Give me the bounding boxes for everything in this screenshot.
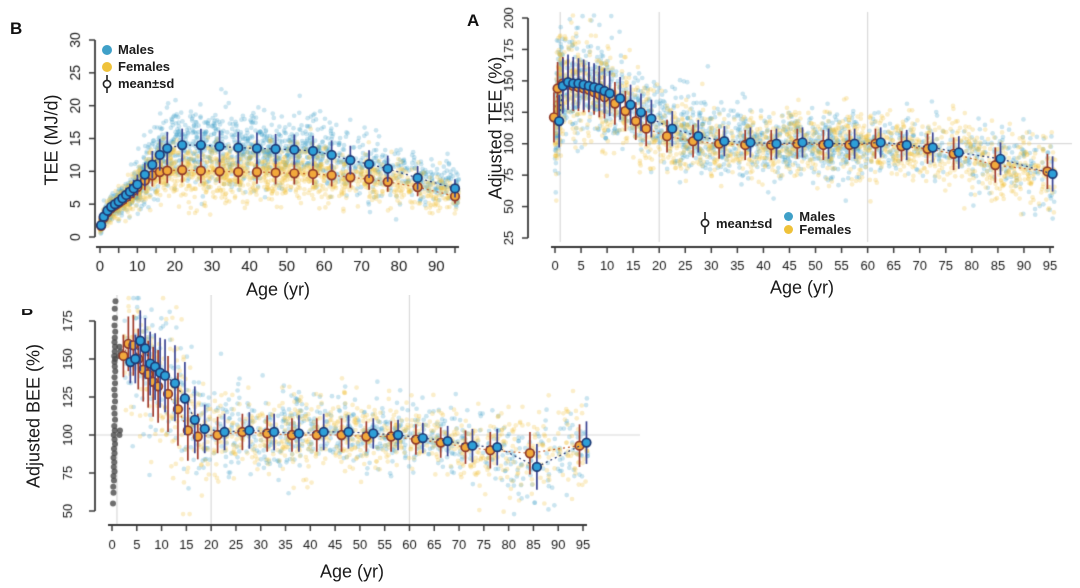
- mean-sd-icon: [102, 74, 112, 93]
- females-dot-icon: [784, 225, 794, 234]
- adjusted-tee-legend: mean±sd Males Females: [700, 209, 852, 237]
- adjusted-bee-y-axis-title: Adjusted BEE (%): [23, 343, 44, 489]
- adjusted-tee-y-axis-title: Adjusted TEE (%): [485, 56, 506, 200]
- tee-y-axis-title: TEE (MJ/d): [41, 94, 62, 186]
- males-dot-icon: [784, 212, 794, 221]
- mean-sd-icon: [700, 212, 710, 234]
- legend-females-row: Females: [102, 59, 174, 74]
- males-dot-icon: [102, 44, 112, 55]
- meansd-label: mean±sd: [118, 76, 175, 91]
- tee-legend: Males Females mean±sd: [102, 42, 174, 93]
- adjusted-tee-panel-canvas: [460, 0, 1080, 300]
- females-label: Females: [799, 222, 852, 237]
- adjusted-bee-x-axis-title: Age (yr): [319, 561, 385, 582]
- adjusted-bee-panel-canvas: [0, 295, 660, 588]
- meansd-label: mean±sd: [716, 215, 773, 231]
- panel-label-tee: B: [10, 19, 23, 38]
- females-dot-icon: [102, 61, 112, 72]
- legend-meansd-row: mean±sd: [700, 212, 773, 234]
- legend-males-row: Males: [784, 209, 851, 224]
- females-label: Females: [118, 59, 171, 74]
- legend-males-row: Males: [102, 42, 174, 57]
- panel-label-adjusted-tee: A: [467, 11, 480, 30]
- tee-panel-canvas: [0, 0, 470, 310]
- males-label: Males: [118, 42, 155, 57]
- males-label: Males: [799, 209, 836, 224]
- adjusted-tee-x-axis-title: Age (yr): [769, 277, 835, 298]
- tee-x-axis-title: Age (yr): [245, 279, 311, 300]
- legend-females-row: Females: [784, 222, 852, 237]
- panel-label-adjusted-bee: B: [21, 300, 34, 319]
- legend-meansd-row: mean±sd: [102, 74, 175, 93]
